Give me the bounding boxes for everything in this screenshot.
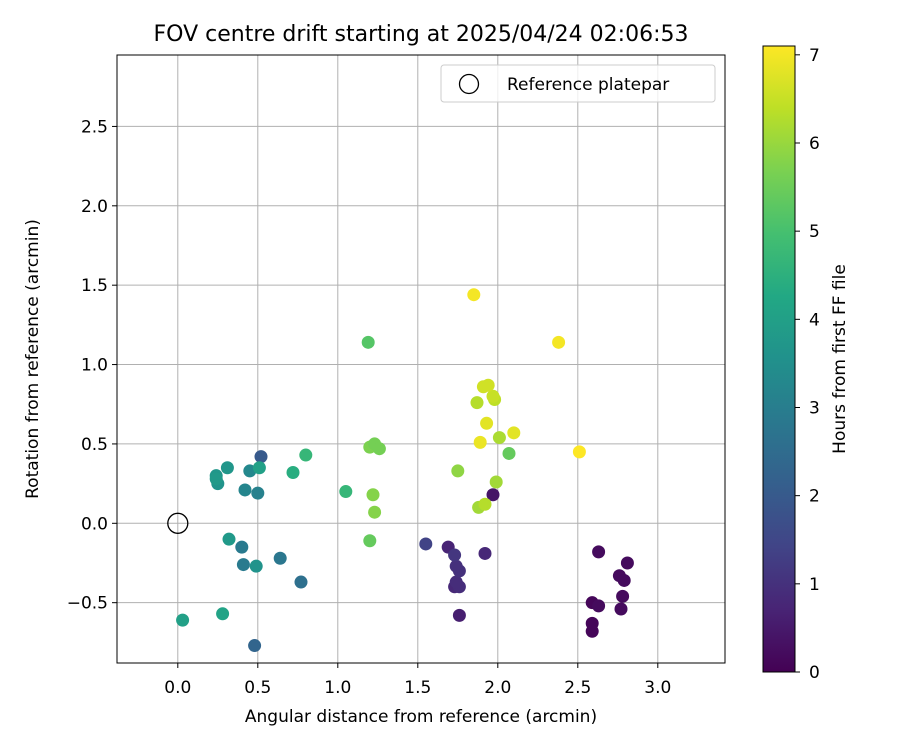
legend-open-circle-icon (458, 73, 480, 95)
data-point (209, 472, 223, 486)
data-point (448, 548, 462, 562)
data-point (620, 556, 634, 570)
data-point (299, 448, 313, 462)
data-point (481, 378, 495, 392)
colorbar: 0 1 2 3 4 5 6 7 Hours from first FF file (762, 45, 850, 683)
colorbar-tick-label: 4 (809, 310, 820, 330)
plot-frame (116, 54, 726, 664)
data-point (251, 486, 265, 500)
data-point (486, 389, 500, 403)
data-point (492, 431, 506, 445)
x-tick-label: 2.0 (484, 678, 511, 698)
data-point (616, 589, 630, 603)
x-axis-ticks: 0.0 0.5 1.0 1.5 2.0 2.5 3.0 (164, 663, 671, 698)
data-point (286, 466, 300, 480)
data-point (552, 335, 566, 349)
data-point (176, 613, 190, 627)
y-tick-label: −0.5 (67, 594, 108, 614)
data-point (236, 558, 250, 572)
reference-platepar-marker (167, 512, 189, 534)
data-point (480, 416, 494, 430)
data-point (366, 488, 380, 502)
data-point (273, 551, 287, 565)
colorbar-tick-label: 5 (809, 222, 820, 242)
data-point (368, 505, 382, 519)
data-point (216, 607, 230, 621)
data-point (614, 602, 628, 616)
y-tick-label: 0.0 (81, 514, 108, 534)
chart-title: FOV centre drift starting at 2025/04/24 … (154, 22, 689, 47)
data-point (238, 483, 252, 497)
data-point (470, 396, 484, 410)
data-point (249, 559, 263, 573)
data-point (372, 442, 386, 456)
data-point (467, 288, 481, 302)
data-points (176, 288, 634, 653)
grid (117, 55, 725, 663)
y-axis-ticks: −0.5 0.0 0.5 1.0 1.5 2.0 2.5 (67, 117, 117, 614)
legend-label: Reference platepar (507, 75, 669, 95)
reference-marker-group (167, 512, 189, 534)
x-tick-label: 1.5 (404, 678, 431, 698)
y-tick-label: 2.0 (81, 197, 108, 217)
data-point (220, 461, 234, 475)
data-point (478, 497, 492, 511)
colorbar-tick-label: 2 (809, 487, 820, 507)
data-point (592, 599, 606, 613)
data-point (502, 446, 516, 460)
colorbar-label: Hours from first FF file (830, 264, 850, 454)
data-point (339, 485, 353, 499)
colorbar-tick-label: 7 (809, 46, 820, 66)
data-point (489, 475, 503, 489)
data-point (486, 488, 500, 502)
data-point (248, 639, 262, 653)
data-point (235, 540, 249, 554)
y-tick-label: 0.5 (81, 435, 108, 455)
y-tick-label: 1.0 (81, 356, 108, 376)
x-tick-label: 0.5 (244, 678, 271, 698)
data-point (449, 575, 463, 589)
data-point (294, 575, 308, 589)
colorbar-tick-label: 6 (809, 134, 820, 154)
y-tick-label: 1.5 (81, 276, 108, 296)
data-point (451, 464, 465, 478)
colorbar-ticks: 0 1 2 3 4 5 6 7 (795, 46, 820, 683)
y-tick-label: 2.5 (81, 117, 108, 137)
data-point (449, 559, 463, 573)
data-point (507, 426, 521, 440)
data-point (473, 435, 487, 449)
x-tick-label: 3.0 (644, 678, 671, 698)
colorbar-tick-label: 0 (809, 663, 820, 683)
data-point (592, 545, 606, 559)
x-tick-label: 1.0 (324, 678, 351, 698)
x-tick-label: 0.0 (164, 678, 191, 698)
data-point (452, 608, 466, 622)
data-point (252, 461, 266, 475)
data-point (572, 445, 586, 459)
data-point (363, 534, 377, 548)
x-axis-label: Angular distance from reference (arcmin) (245, 707, 597, 727)
data-point (254, 450, 268, 464)
data-point (585, 624, 599, 638)
colorbar-gradient (762, 45, 796, 673)
data-point (617, 573, 631, 587)
data-point (361, 335, 375, 349)
data-point (478, 546, 492, 560)
data-point (222, 532, 236, 546)
y-axis-label: Rotation from reference (arcmin) (23, 219, 43, 499)
x-tick-label: 2.5 (564, 678, 591, 698)
legend: Reference platepar (440, 64, 716, 103)
legend-box (440, 64, 716, 103)
data-point (419, 537, 433, 551)
colorbar-tick-label: 3 (809, 398, 820, 418)
colorbar-tick-label: 1 (809, 575, 820, 595)
